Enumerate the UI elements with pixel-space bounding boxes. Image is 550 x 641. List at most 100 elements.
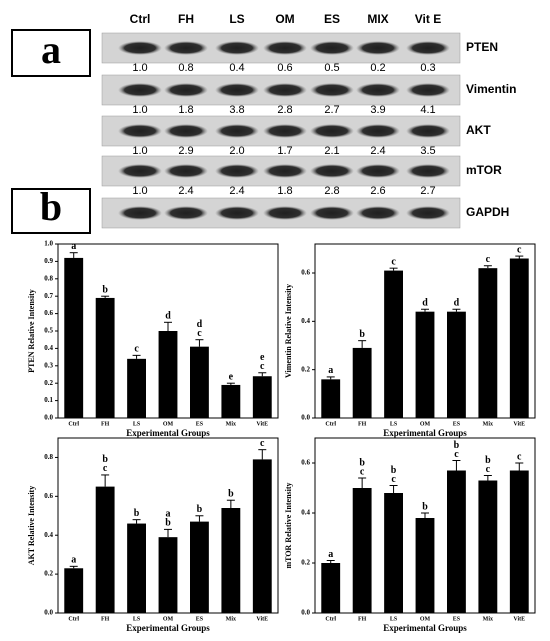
error-bar — [258, 449, 267, 460]
significance-letter: a — [328, 365, 333, 376]
x-tick-label: FH — [358, 616, 367, 622]
panel-label: b — [40, 184, 62, 229]
significance-letter: b — [359, 457, 365, 468]
error-bar — [258, 372, 267, 377]
x-tick-label: ES — [453, 616, 461, 622]
blot-value: 2.8 — [324, 185, 339, 197]
bar — [221, 508, 241, 613]
y-tick-label: 0.6 — [44, 492, 53, 500]
x-tick-label: VitE — [513, 421, 525, 427]
blot-band — [215, 41, 259, 55]
error-bar — [483, 265, 492, 269]
x-tick-label: Ctrl — [325, 616, 336, 622]
x-tick-label: Ctrl — [325, 421, 336, 427]
blot-column-label: OM — [275, 12, 294, 26]
bar — [447, 470, 466, 613]
blot-value: 0.5 — [324, 62, 339, 74]
error-bar — [452, 308, 461, 312]
bar — [447, 311, 466, 418]
significance-letter: d — [197, 319, 203, 330]
bar — [478, 268, 498, 418]
y-tick-label: 0.3 — [44, 361, 53, 369]
y-axis-label: mTOR Relative Intensity — [284, 482, 293, 568]
y-tick-label: 0.0 — [301, 609, 310, 617]
y-tick-label: 0.2 — [44, 379, 53, 387]
significance-letter: c — [360, 466, 365, 477]
blot-value: 0.8 — [178, 62, 193, 74]
blot-band — [310, 83, 354, 97]
error-bar — [326, 560, 335, 563]
bar — [190, 521, 209, 613]
x-tick-label: LS — [390, 421, 398, 427]
y-tick-label: 0.4 — [44, 344, 53, 352]
blot-band — [406, 83, 450, 97]
error-bar — [421, 512, 429, 518]
significance-letter: e — [260, 352, 265, 363]
bar — [95, 486, 115, 613]
blot-band — [118, 164, 162, 178]
x-tick-label: LS — [390, 616, 398, 622]
error-bar — [326, 376, 335, 380]
error-bar — [226, 499, 235, 508]
y-tick-label: 0.6 — [44, 309, 53, 317]
y-tick-label: 0.5 — [44, 327, 53, 335]
blot-value: 2.1 — [324, 145, 339, 157]
significance-letter: b — [102, 284, 108, 295]
blot-band — [263, 41, 307, 55]
error-bar — [195, 515, 204, 522]
significance-letter: b — [102, 454, 108, 465]
significance-letter: c — [486, 464, 491, 475]
y-tick-label: 0.4 — [44, 531, 53, 539]
blot-row-label: GAPDH — [466, 205, 509, 219]
bar — [478, 480, 498, 613]
bar — [352, 347, 372, 418]
significance-letter: a — [71, 555, 76, 566]
x-tick-label: Ctrl — [68, 421, 79, 427]
blot-value: 2.7 — [324, 104, 339, 116]
bar — [158, 537, 178, 613]
blot-band — [215, 124, 259, 138]
x-tick-label: OM — [420, 421, 431, 427]
blot-value: 1.0 — [132, 104, 147, 116]
x-tick-label: FH — [101, 616, 110, 622]
blot-value: 2.4 — [229, 185, 244, 197]
blot-value: 3.9 — [370, 104, 385, 116]
bar — [158, 331, 178, 418]
blot-band — [310, 164, 354, 178]
significance-letter: e — [229, 371, 234, 382]
blot-value: 1.0 — [132, 145, 147, 157]
significance-letter: c — [454, 449, 459, 460]
blot-value: 4.1 — [420, 104, 435, 116]
blot-band — [118, 206, 162, 220]
bar — [415, 518, 435, 613]
blot-column-label: ES — [324, 12, 340, 26]
error-bar — [421, 308, 429, 312]
blot-band — [406, 41, 450, 55]
error-bar — [69, 252, 78, 258]
significance-letter: b — [454, 440, 460, 451]
blot-row-label: PTEN — [466, 40, 498, 54]
bar — [95, 297, 115, 418]
significance-letter: b — [134, 508, 140, 519]
y-axis-label: Vimentin Relative Intensity — [284, 284, 293, 378]
y-tick-label: 0.1 — [44, 396, 53, 404]
bar — [221, 384, 241, 418]
x-tick-label: VitE — [256, 616, 268, 622]
bar — [321, 563, 341, 613]
blot-band — [356, 164, 400, 178]
bar — [509, 470, 529, 613]
blot-band — [164, 124, 208, 138]
significance-letter: b — [197, 504, 203, 515]
bar — [64, 257, 84, 418]
blot-band — [310, 41, 354, 55]
x-axis-label: Experimental Groups — [383, 623, 467, 633]
error-bar — [101, 474, 110, 487]
blot-band — [263, 206, 307, 220]
significance-letter: c — [260, 438, 265, 449]
x-axis-label: Experimental Groups — [126, 623, 210, 633]
significance-letter: a — [328, 549, 333, 560]
y-tick-label: 0.4 — [301, 509, 310, 517]
x-tick-label: LS — [133, 421, 141, 427]
bar — [352, 488, 372, 613]
x-tick-label: LS — [133, 616, 141, 622]
